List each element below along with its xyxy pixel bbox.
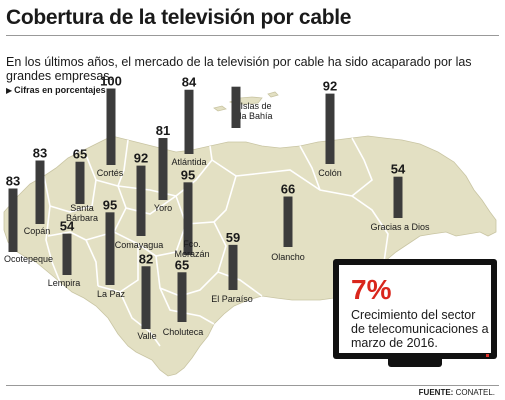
department-label: Olancho bbox=[271, 252, 305, 262]
bar-13 bbox=[228, 244, 238, 290]
tv-stand bbox=[388, 359, 442, 367]
department-borders bbox=[43, 137, 389, 347]
bar-10 bbox=[183, 182, 193, 255]
map-island-guanaja bbox=[267, 91, 279, 98]
bar-value-label: 82 bbox=[139, 251, 153, 266]
units-note-text: Cifras en porcentajes bbox=[14, 85, 106, 95]
department-label: Gracias a Dios bbox=[370, 222, 430, 232]
department-label: Valle bbox=[137, 331, 156, 341]
department-label: Santa bbox=[70, 203, 94, 213]
border-valle bbox=[119, 291, 161, 347]
border-lapaz bbox=[97, 244, 139, 293]
source-credit: FUENTE: CONATEL. bbox=[419, 388, 495, 397]
border-colon bbox=[299, 145, 321, 191]
bar-value-label: 100 bbox=[100, 74, 122, 89]
bar-value-label: 65 bbox=[73, 147, 87, 162]
source-name: CONATEL. bbox=[455, 388, 495, 397]
border-west bbox=[43, 175, 61, 283]
border-cortes bbox=[49, 149, 97, 213]
department-label: Ocotepeque bbox=[4, 254, 53, 264]
bar-3 bbox=[75, 161, 85, 204]
bar-15 bbox=[325, 93, 335, 164]
callout-tv: 7% Crecimiento del sector de telecomunic… bbox=[333, 259, 497, 367]
tv-led-icon bbox=[486, 354, 489, 357]
bar-value-label: 83 bbox=[6, 174, 20, 189]
callout-text: Crecimiento del sector de telecomunicaci… bbox=[351, 308, 489, 350]
map-island-utila bbox=[213, 105, 227, 112]
department-label: Morazán bbox=[174, 249, 209, 259]
bar-4 bbox=[105, 212, 115, 285]
bar-value-label: 81 bbox=[156, 123, 170, 138]
department-label: Lempira bbox=[48, 278, 81, 288]
department-label: Cortés bbox=[97, 168, 124, 178]
bar-0 bbox=[8, 188, 18, 252]
department-label: La Paz bbox=[97, 289, 126, 299]
callout-value: 7% bbox=[351, 274, 392, 305]
source-label: FUENTE: bbox=[418, 388, 454, 397]
bottom-divider bbox=[6, 385, 499, 386]
tv-frame: 7% Crecimiento del sector de telecomunic… bbox=[333, 259, 497, 359]
bar-value-label: 59 bbox=[226, 230, 240, 245]
department-label: Bárbara bbox=[66, 213, 98, 223]
department-label: Atlántida bbox=[171, 157, 206, 167]
bar-value-label: 75 bbox=[229, 72, 243, 87]
border-olancho-west bbox=[211, 159, 237, 223]
honduras-map bbox=[3, 91, 497, 377]
bar-value-label: 95 bbox=[181, 167, 195, 182]
bar-value-label: 54 bbox=[60, 219, 75, 234]
subtitle: En los últimos años, el mercado de la te… bbox=[6, 55, 472, 83]
bar-value-label: 65 bbox=[175, 257, 189, 272]
title-divider bbox=[6, 35, 499, 36]
bar-7 bbox=[141, 266, 151, 329]
tv-screen: 7% Crecimiento del sector de telecomunic… bbox=[339, 265, 491, 353]
department-label: Comayagua bbox=[115, 240, 164, 250]
bar-value-label: 95 bbox=[103, 197, 117, 212]
bar-5 bbox=[106, 88, 116, 165]
bar-9 bbox=[184, 89, 194, 154]
bar-14 bbox=[283, 196, 293, 247]
border-comayagua bbox=[113, 194, 187, 257]
bar-12 bbox=[231, 86, 241, 128]
border-morazan bbox=[155, 221, 227, 297]
department-label: Copán bbox=[24, 226, 51, 236]
bar-8 bbox=[158, 138, 168, 200]
department-label: Choluteca bbox=[163, 327, 204, 337]
bar-value-label: 92 bbox=[134, 151, 148, 166]
bar-16 bbox=[393, 176, 403, 218]
bar-11 bbox=[177, 272, 187, 322]
bar-value-label: 84 bbox=[182, 75, 197, 90]
map-mainland bbox=[3, 135, 497, 377]
triangle-icon: ▶ bbox=[6, 86, 13, 95]
bar-6 bbox=[136, 165, 146, 236]
bars: 83 Ocotepeque 83 Copán 54 Lempira 65 SantaBárba… bbox=[4, 72, 430, 341]
department-label: la Bahía bbox=[239, 111, 272, 121]
department-label: Islas de bbox=[240, 101, 271, 111]
department-label: El Paraíso bbox=[211, 294, 253, 304]
department-label: Colón bbox=[318, 168, 342, 178]
page-title: Cobertura de la televisión por cable bbox=[6, 6, 352, 29]
department-label: Fco. bbox=[183, 239, 201, 249]
bar-value-label: 66 bbox=[281, 182, 295, 197]
units-note: ▶ Cifras en porcentajes bbox=[6, 85, 106, 95]
border-elparaiso bbox=[217, 271, 263, 297]
bar-2 bbox=[62, 233, 72, 275]
border-graciasadios bbox=[351, 137, 373, 197]
bar-value-label: 92 bbox=[323, 79, 337, 94]
bar-1 bbox=[35, 160, 45, 224]
bar-value-label: 83 bbox=[33, 146, 47, 161]
department-label: Yoro bbox=[154, 203, 172, 213]
bar-value-label: 54 bbox=[391, 162, 406, 177]
